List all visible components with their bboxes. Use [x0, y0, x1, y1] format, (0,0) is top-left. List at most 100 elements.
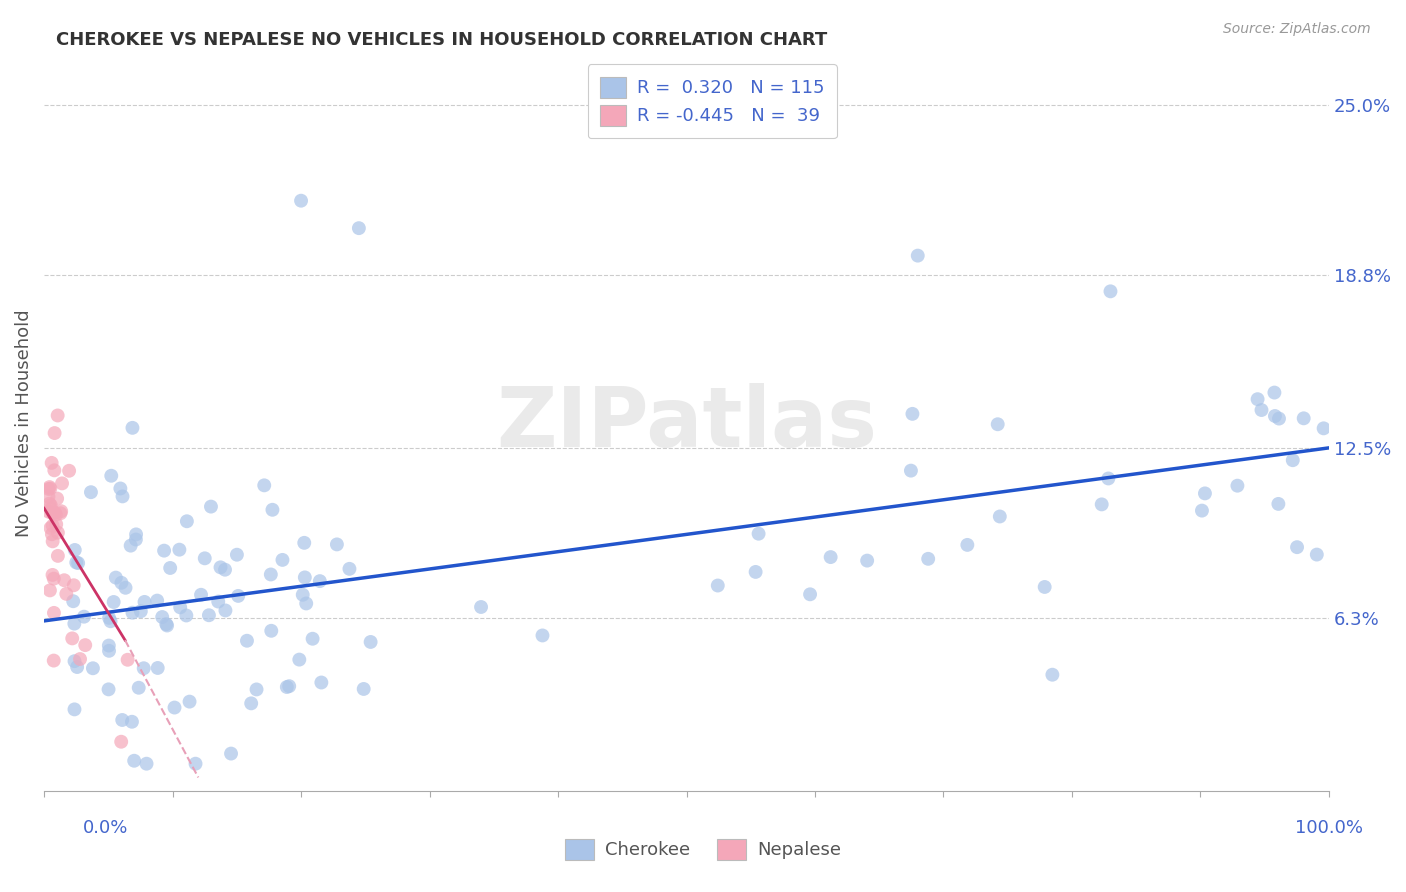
Point [339, 562, 361, 576]
Point [207, 594, 229, 608]
Point [901, 407, 924, 421]
Point [39, 501, 62, 516]
Point [39, 583, 62, 598]
Point [120, 539, 142, 553]
Point [125, 533, 148, 547]
Point [245, 682, 267, 697]
Point [125, 527, 148, 541]
Point [51, 476, 73, 491]
Point [69, 652, 91, 666]
Point [260, 567, 283, 582]
Point [900, 464, 922, 478]
Point [956, 538, 979, 552]
Point [58, 464, 80, 478]
Text: Source: ZipAtlas.com: Source: ZipAtlas.com [1223, 22, 1371, 37]
Point [1306, 548, 1329, 562]
Point [1250, 403, 1272, 417]
Point [41, 518, 63, 533]
Point [111, 713, 134, 727]
Point [128, 681, 150, 695]
Point [44, 463, 66, 477]
Point [134, 595, 156, 609]
Point [184, 756, 207, 771]
Point [100, 468, 122, 483]
Point [707, 578, 730, 592]
Point [236, 633, 259, 648]
Point [60, 632, 83, 646]
Point [38, 497, 60, 511]
Point [200, 500, 222, 514]
Point [360, 635, 382, 649]
Point [219, 747, 242, 761]
Point [153, 543, 176, 558]
Point [1246, 392, 1268, 407]
Point [38, 505, 60, 519]
Point [156, 618, 179, 632]
Point [42, 572, 65, 586]
Text: ZIPatlas: ZIPatlas [496, 383, 877, 464]
Point [159, 561, 181, 575]
Point [744, 565, 766, 579]
Point [311, 675, 333, 690]
Text: 0.0%: 0.0% [83, 819, 128, 837]
Point [46, 491, 69, 506]
Point [45, 508, 67, 522]
Point [110, 575, 132, 590]
Point [39, 482, 62, 496]
Point [46, 549, 69, 563]
Point [278, 679, 301, 693]
Point [41, 527, 63, 541]
Point [1226, 478, 1249, 492]
Text: CHEROKEE VS NEPALESE NO VEHICLES IN HOUSEHOLD CORRELATION CHART: CHEROKEE VS NEPALESE NO VEHICLES IN HOUS… [56, 31, 828, 49]
Point [104, 571, 127, 585]
Point [111, 489, 134, 503]
Y-axis label: No Vehicles in Household: No Vehicles in Household [15, 310, 32, 537]
Point [288, 652, 311, 666]
Point [39, 521, 62, 535]
Point [51, 504, 73, 518]
Point [62, 578, 84, 592]
Point [276, 680, 298, 694]
Point [46, 409, 69, 423]
Point [132, 661, 155, 675]
Point [44, 425, 66, 440]
Point [748, 526, 770, 541]
Point [121, 421, 143, 435]
Point [103, 595, 125, 609]
Point [176, 514, 198, 528]
Point [353, 681, 375, 696]
Point [1091, 497, 1114, 511]
Point [41, 568, 63, 582]
Point [987, 417, 1010, 432]
Point [260, 624, 283, 638]
Point [294, 570, 316, 584]
Point [41, 534, 63, 549]
Point [1264, 409, 1286, 423]
Point [135, 756, 157, 771]
Point [917, 551, 939, 566]
Point [73, 609, 96, 624]
Point [262, 503, 284, 517]
Point [308, 574, 330, 588]
Point [988, 509, 1011, 524]
Point [1267, 497, 1289, 511]
Point [44, 506, 66, 520]
Point [1033, 580, 1056, 594]
Point [155, 617, 177, 632]
Point [290, 194, 312, 208]
Point [291, 588, 314, 602]
Point [209, 560, 232, 574]
Point [194, 551, 217, 566]
Point [121, 606, 143, 620]
Point [98, 611, 121, 625]
Point [1281, 453, 1303, 467]
Point [75, 638, 97, 652]
Point [100, 614, 122, 628]
Point [53, 573, 76, 587]
Point [80, 485, 103, 500]
Point [347, 221, 370, 235]
Point [46, 525, 69, 540]
Point [63, 543, 86, 558]
Point [97, 639, 120, 653]
Point [179, 695, 201, 709]
